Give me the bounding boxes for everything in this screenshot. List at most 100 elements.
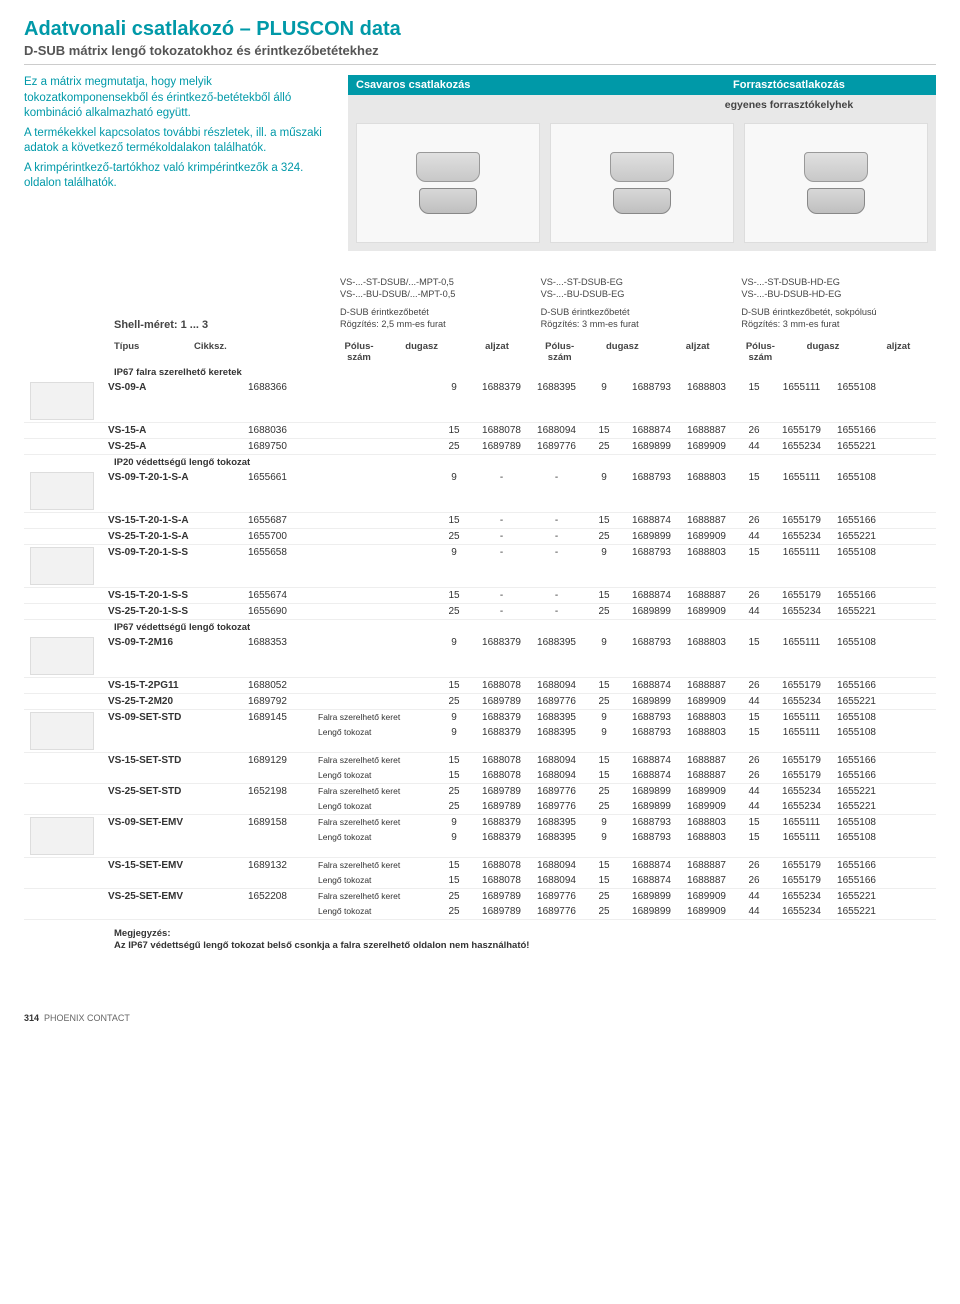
cell-aljzat: 1689776 xyxy=(529,889,584,904)
cell-dugasz: 1655234 xyxy=(774,439,829,454)
cell-aljzat: 1688094 xyxy=(529,423,584,438)
cell-extra: Falra szerelhető keret xyxy=(314,753,434,767)
cell-dugasz: 1655234 xyxy=(774,604,829,619)
cell-aljzat: 1689909 xyxy=(679,439,734,454)
cell-tipus: VS-09-SET-STD xyxy=(104,710,244,725)
cell-pol: 25 xyxy=(584,784,624,799)
cell-dugasz: 1689899 xyxy=(624,904,679,919)
cell-extra xyxy=(314,518,434,522)
cell-dugasz: 1689789 xyxy=(474,694,529,709)
cell-tipus: VS-15-SET-STD xyxy=(104,753,244,768)
cell-tipus: VS-15-T-20-1-S-S xyxy=(104,588,244,603)
cell-aljzat: 1688803 xyxy=(679,470,734,485)
col-pol: Pólus-szám xyxy=(535,341,585,363)
cell-aljzat: 1655166 xyxy=(829,858,884,873)
cell-dugasz: - xyxy=(474,604,529,619)
cell-pol: 15 xyxy=(434,873,474,888)
cell-extra: Lengő tokozat xyxy=(314,768,434,782)
cell-aljzat: 1655108 xyxy=(829,725,884,740)
variant-code: VS-...-BU-DSUB-EG xyxy=(541,289,730,301)
cell-dugasz: 1688874 xyxy=(624,873,679,888)
cell-aljzat: 1689909 xyxy=(679,889,734,904)
cell-aljzat: 1689776 xyxy=(529,904,584,919)
cell-aljzat: 1688395 xyxy=(529,635,584,650)
cell-extra xyxy=(314,475,434,479)
cell-dugasz: 1688379 xyxy=(474,725,529,740)
cell-dugasz: 1689899 xyxy=(624,694,679,709)
page-number: 314 xyxy=(24,1013,39,1023)
cell-aljzat: 1689776 xyxy=(529,784,584,799)
cell-dugasz: 1689899 xyxy=(624,529,679,544)
note-label: Megjegyzés: xyxy=(114,928,534,940)
cell-aljzat: 1688887 xyxy=(679,513,734,528)
cell-dugasz: 1688078 xyxy=(474,858,529,873)
panel-header: Csavaros csatlakozás Forrasztócsatlakozá… xyxy=(348,75,936,95)
cell-aljzat: 1655221 xyxy=(829,799,884,814)
cell-dugasz: 1655179 xyxy=(774,513,829,528)
table-row: VS-09-SET-EMV 1689158 Falra szerelhető k… xyxy=(24,815,936,858)
col-cikk: Cikksz. xyxy=(194,341,334,363)
cell-extra xyxy=(314,683,434,687)
cell-dugasz: 1688874 xyxy=(624,768,679,783)
cell-aljzat: 1689909 xyxy=(679,694,734,709)
table-row: VS-15-SET-EMV 1689132 Falra szerelhető k… xyxy=(24,858,936,889)
cell-pol: 15 xyxy=(584,768,624,783)
cell-aljzat: 1655166 xyxy=(829,768,884,783)
cell-extra: Falra szerelhető keret xyxy=(314,710,434,724)
cell-tipus: VS-15-T-20-1-S-A xyxy=(104,513,244,528)
cell-tipus: VS-25-A xyxy=(104,439,244,454)
cell-aljzat: - xyxy=(529,545,584,560)
cell-pol: 25 xyxy=(584,604,624,619)
cell-dugasz: 1688793 xyxy=(624,545,679,560)
table-row: VS-25-T-20-1-S-S 1655690 25 - -25 168989… xyxy=(24,604,936,620)
cell-aljzat: 1688395 xyxy=(529,830,584,845)
cell-aljzat: 1689909 xyxy=(679,529,734,544)
cell-pol: 44 xyxy=(734,889,774,904)
cell-cikk: 1689750 xyxy=(244,439,314,454)
cell-aljzat: 1689909 xyxy=(679,784,734,799)
cell-dugasz: - xyxy=(474,588,529,603)
cell-dugasz: - xyxy=(474,529,529,544)
table-row: VS-25-SET-STD 1652198 Falra szerelhető k… xyxy=(24,784,936,815)
cell-extra xyxy=(314,444,434,448)
cell-aljzat: - xyxy=(529,529,584,544)
cell-aljzat: 1688887 xyxy=(679,678,734,693)
variant-code: VS-...-ST-DSUB-HD-EG xyxy=(741,277,930,289)
cell-pol: 25 xyxy=(434,439,474,454)
table-row: VS-15-T-20-1-S-S 1655674 15 - -15 168887… xyxy=(24,588,936,604)
table-row: VS-25-T-2M20 1689792 25 1689789 16897762… xyxy=(24,694,936,710)
cell-pol: 26 xyxy=(734,678,774,693)
cell-aljzat: 1689776 xyxy=(529,694,584,709)
cell-pol: 26 xyxy=(734,858,774,873)
cell-dugasz: 1688078 xyxy=(474,423,529,438)
cell-dugasz: 1655111 xyxy=(774,830,829,845)
cell-aljzat: 1688094 xyxy=(529,858,584,873)
table-row: VS-09-T-2M16 1688353 9 1688379 16883959 … xyxy=(24,635,936,678)
cell-pol: 15 xyxy=(434,768,474,783)
cell-pol: 25 xyxy=(434,784,474,799)
cell-dugasz: 1655179 xyxy=(774,423,829,438)
cell-tipus: VS-25-T-20-1-S-A xyxy=(104,529,244,544)
cell-pol: 44 xyxy=(734,439,774,454)
cell-pol: 9 xyxy=(434,815,474,830)
footer-brand: PHOENIX CONTACT xyxy=(44,1013,130,1023)
product-thumb xyxy=(24,545,104,587)
cell-dugasz: 1655234 xyxy=(774,889,829,904)
cell-dugasz: 1655179 xyxy=(774,873,829,888)
cell-extra xyxy=(314,593,434,597)
cell-dugasz: 1688793 xyxy=(624,725,679,740)
panel-sub-right: egyenes forrasztókelyhek xyxy=(642,95,936,115)
cell-tipus: VS-15-T-2PG11 xyxy=(104,678,244,693)
cell-dugasz: 1688793 xyxy=(624,815,679,830)
cell-aljzat: 1655221 xyxy=(829,439,884,454)
cell-aljzat: 1655221 xyxy=(829,604,884,619)
cell-cikk: 1655687 xyxy=(244,513,314,528)
cell-tipus: VS-15-SET-EMV xyxy=(104,858,244,873)
cell-pol: 9 xyxy=(584,380,624,395)
cell-pol: 15 xyxy=(734,380,774,395)
table-row: VS-25-T-20-1-S-A 1655700 25 - -25 168989… xyxy=(24,529,936,545)
intro-p2: A termékekkel kapcsolatos további részle… xyxy=(24,126,334,157)
cell-pol: 15 xyxy=(584,513,624,528)
cell-aljzat: 1689909 xyxy=(679,799,734,814)
cell-pol: 25 xyxy=(434,889,474,904)
